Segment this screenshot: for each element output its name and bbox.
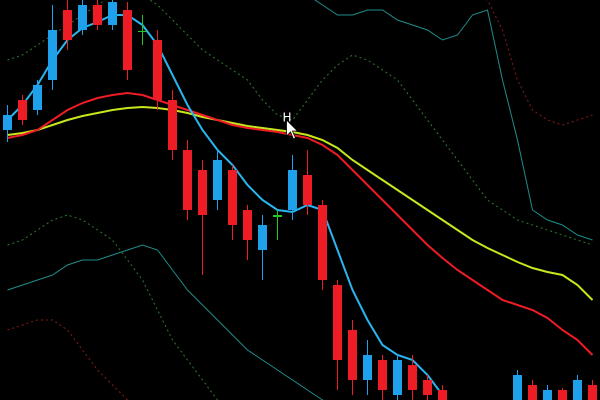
candle-body [348, 330, 357, 380]
candle-body [543, 390, 552, 400]
overlay-line [314, 0, 593, 241]
overlay-line [6, 14, 447, 400]
candle-body [63, 10, 72, 40]
candle-body [78, 5, 87, 30]
candle-body [513, 375, 522, 400]
candle-body [588, 385, 597, 400]
candle-body [393, 360, 402, 395]
candle-layer [3, 0, 597, 400]
overlay-line [7, 0, 593, 246]
mouse-pointer [286, 119, 299, 140]
candle-body [363, 355, 372, 380]
candle-body [573, 380, 582, 400]
candle-body [168, 100, 177, 150]
candle-body [558, 390, 567, 400]
candle-body [528, 385, 537, 400]
candle-body [333, 285, 342, 360]
candle-body [318, 205, 327, 280]
candle-body [378, 360, 387, 390]
candle-body [423, 380, 432, 395]
candle-body [123, 10, 132, 70]
candle-body [183, 150, 192, 210]
candle-body [438, 390, 447, 400]
candle-body [153, 40, 162, 100]
candle-body [408, 365, 417, 390]
candle-body [33, 85, 42, 110]
candle-body [198, 170, 207, 215]
candle-body [18, 100, 27, 120]
candle-body [258, 225, 267, 250]
candle-body [288, 170, 297, 210]
candle-body [273, 215, 282, 217]
candle-body [243, 210, 252, 240]
cursor-layer: H [283, 111, 299, 140]
candle-body [108, 2, 117, 25]
candle-body [48, 30, 57, 80]
candle-body [3, 115, 12, 130]
overlay-layer [6, 0, 594, 400]
overlay-line [7, 244, 324, 400]
candle-body [213, 160, 222, 200]
candle-body [303, 175, 312, 205]
candle-body [138, 31, 147, 32]
overlay-line [7, 319, 129, 400]
candle-body [228, 170, 237, 225]
candle-body [93, 5, 102, 25]
overlay-line [7, 214, 219, 400]
overlay-line [7, 105, 594, 301]
cursor-label: H [283, 111, 292, 125]
overlay-line [7, 91, 594, 356]
